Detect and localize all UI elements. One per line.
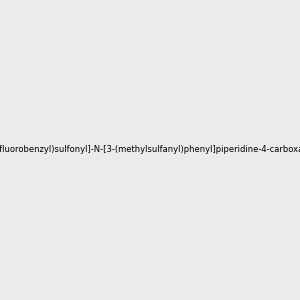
Text: 1-[(4-fluorobenzyl)sulfonyl]-N-[3-(methylsulfanyl)phenyl]piperidine-4-carboxamid: 1-[(4-fluorobenzyl)sulfonyl]-N-[3-(methy…: [0, 146, 300, 154]
